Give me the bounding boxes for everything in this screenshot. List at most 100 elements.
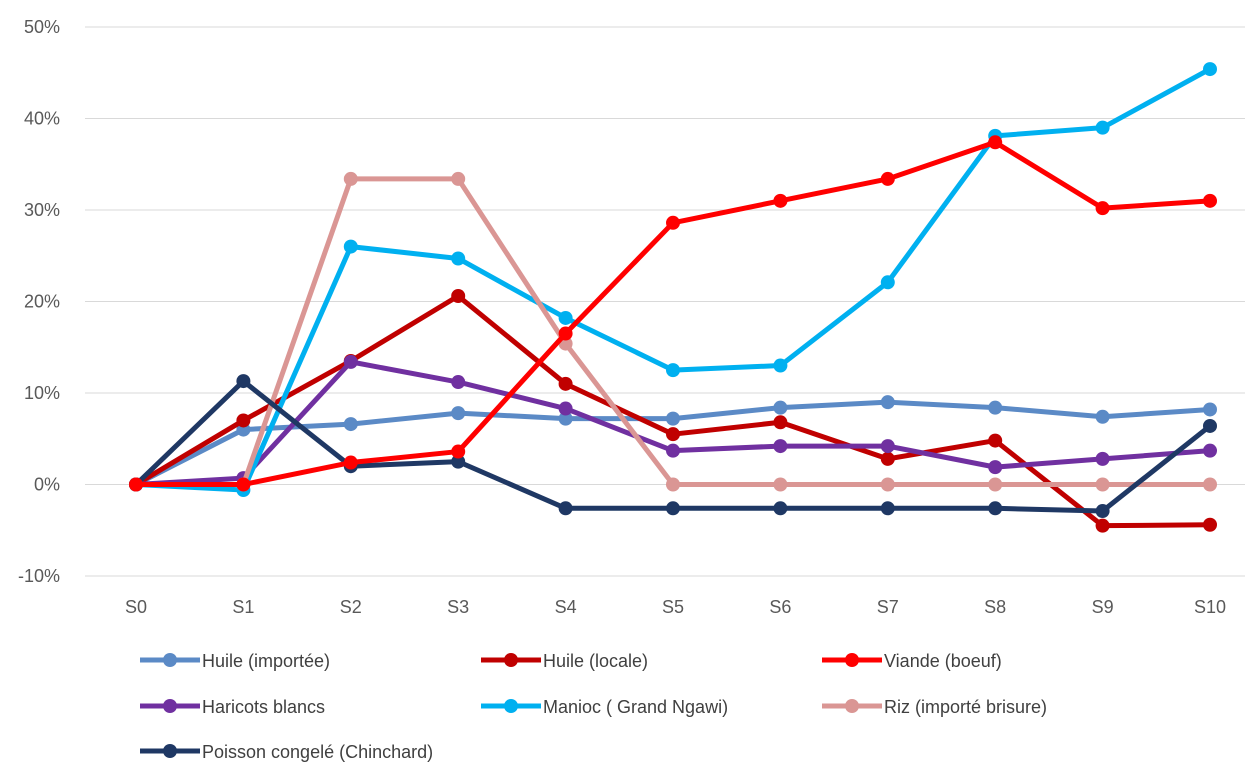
data-point (343, 455, 358, 470)
data-point (988, 433, 1003, 448)
y-axis-tick-labels: -10% 0% 10% 20% 30% 40% 50% (18, 17, 60, 586)
data-point (773, 415, 788, 430)
data-point (1203, 402, 1217, 417)
legend-item: Riz (importé brisure) (822, 697, 1047, 717)
legend-item: Huile (importée) (140, 651, 330, 671)
legend-item: Huile (locale) (481, 651, 648, 671)
data-point (773, 501, 788, 516)
data-point (558, 376, 573, 391)
data-point (1095, 518, 1110, 533)
series (129, 395, 1217, 492)
data-point (666, 443, 680, 458)
data-point (1095, 451, 1110, 466)
data-point (666, 427, 680, 442)
data-point (880, 501, 895, 516)
data-point (451, 406, 466, 421)
data-point (988, 477, 1003, 492)
x-tick-label: S10 (1194, 597, 1226, 617)
data-point (666, 411, 680, 426)
data-point (988, 135, 1003, 150)
data-point (558, 401, 573, 416)
y-tick-label: 30% (24, 200, 60, 220)
legend-swatch-marker (845, 699, 859, 713)
data-point (129, 477, 143, 492)
legend-label: Riz (importé brisure) (884, 697, 1047, 717)
legend-label: Haricots blancs (202, 697, 325, 717)
legend-label: Huile (importée) (202, 651, 330, 671)
y-tick-label: 40% (24, 109, 60, 129)
legend-swatch-marker (845, 653, 859, 667)
data-point (880, 451, 895, 466)
data-point (343, 239, 358, 254)
legend-swatch-marker (163, 699, 177, 713)
data-point (773, 439, 788, 454)
gridlines (85, 26, 1245, 577)
x-tick-label: S1 (232, 597, 254, 617)
data-point (343, 354, 358, 369)
data-point (343, 171, 358, 186)
data-point (1203, 62, 1217, 77)
legend-item: Poisson congelé (Chinchard) (140, 742, 433, 762)
y-tick-label: 0% (34, 475, 60, 495)
data-point (773, 358, 788, 373)
legend-swatch-marker (504, 653, 518, 667)
legend-swatch-marker (163, 653, 177, 667)
y-tick-label: 50% (24, 17, 60, 37)
x-axis-tick-labels: S0 S1 S2 S3 S4 S5 S6 S7 S8 S9 S10 (125, 597, 1226, 617)
data-point (880, 439, 895, 454)
legend-item: Haricots blancs (140, 697, 325, 717)
data-point (451, 171, 466, 186)
data-point (236, 477, 251, 492)
data-point (236, 413, 251, 428)
data-point (1095, 409, 1110, 424)
data-point (558, 310, 573, 325)
data-point (1203, 477, 1217, 492)
legend-label: Huile (locale) (543, 651, 648, 671)
x-tick-label: S4 (555, 597, 577, 617)
data-point (880, 171, 895, 186)
data-point (666, 477, 680, 492)
x-tick-label: S2 (340, 597, 362, 617)
data-point (1095, 477, 1110, 492)
data-point (1095, 120, 1110, 135)
data-point (1203, 193, 1217, 208)
data-point (880, 395, 895, 410)
data-point (880, 275, 895, 290)
x-tick-label: S5 (662, 597, 684, 617)
x-tick-label: S9 (1092, 597, 1114, 617)
y-tick-label: -10% (18, 566, 60, 586)
x-tick-label: S8 (984, 597, 1006, 617)
data-point (1203, 443, 1217, 458)
legend-item: Manioc ( Grand Ngawi) (481, 697, 728, 717)
data-point (451, 444, 466, 459)
x-tick-label: S0 (125, 597, 147, 617)
legend-label: Poisson congelé (Chinchard) (202, 742, 433, 762)
data-point (988, 400, 1003, 415)
data-point (773, 477, 788, 492)
data-point (1203, 517, 1217, 532)
x-tick-label: S3 (447, 597, 469, 617)
data-point (666, 363, 680, 378)
legend-item: Viande (boeuf) (822, 651, 1002, 671)
data-point (451, 251, 466, 266)
y-tick-label: 10% (24, 383, 60, 403)
data-point (451, 454, 466, 469)
legend-label: Manioc ( Grand Ngawi) (543, 697, 728, 717)
x-tick-label: S7 (877, 597, 899, 617)
data-point (988, 460, 1003, 475)
legend-swatch-marker (504, 699, 518, 713)
series (129, 135, 1217, 492)
data-point (1095, 504, 1110, 519)
legend-swatch-marker (163, 744, 177, 758)
legend: Huile (importée) Huile (locale) Viande (bo… (140, 651, 1047, 762)
data-point (666, 215, 680, 230)
y-tick-label: 20% (24, 292, 60, 312)
data-point (1095, 201, 1110, 216)
x-tick-label: S6 (769, 597, 791, 617)
data-point (1203, 418, 1217, 433)
data-point (880, 477, 895, 492)
data-point (666, 501, 680, 516)
data-point (236, 374, 251, 389)
data-point (558, 326, 573, 341)
